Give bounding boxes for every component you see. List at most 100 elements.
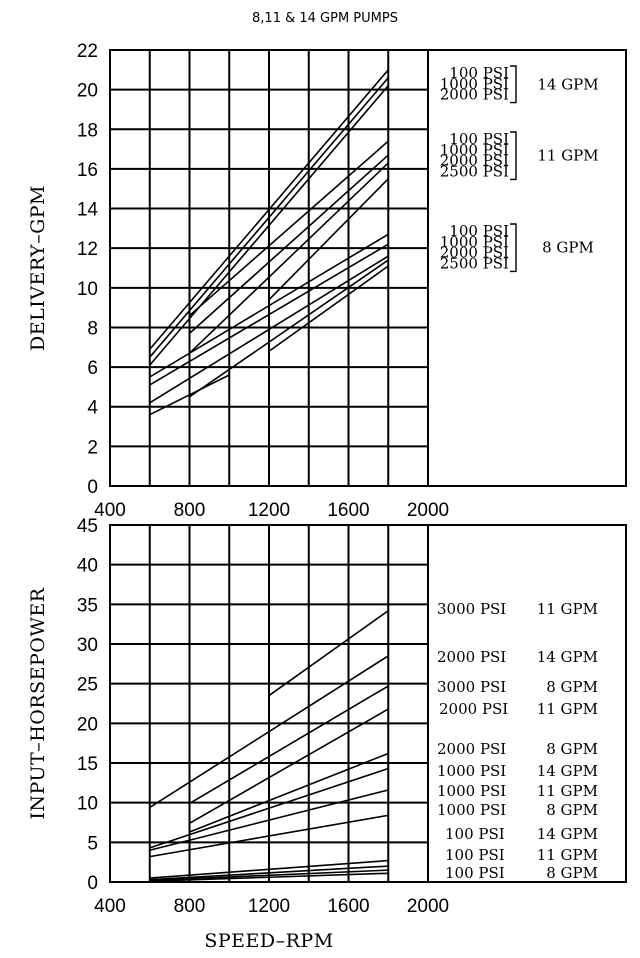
- y-tick-label: 45: [77, 516, 98, 537]
- y-tick-label: 35: [77, 595, 98, 616]
- legend-pump-label: 11 GPM: [537, 600, 598, 618]
- legend-psi-label: 100 PSI: [449, 130, 509, 148]
- x-axis-label: SPEED–RPM: [204, 930, 333, 952]
- legend-pump-label: 11 GPM: [537, 846, 598, 864]
- y-axis-label: INPUT–HORSEPOWER: [27, 587, 49, 819]
- chart-frame: [109, 524, 627, 883]
- legend-psi-label: 2500 PSI: [440, 254, 509, 272]
- legend-bracket: [510, 131, 517, 181]
- delivery-gpm-chart: 400 800 1200 1600 2000 0 2 4 6 8 10 12 14 16 18 20 22 DEL…: [27, 41, 627, 521]
- y-tick-label: 20: [77, 714, 98, 735]
- legend-psi-label: 2000 PSI: [440, 244, 509, 262]
- series-line: [149, 233, 389, 378]
- legend-psi-label: 1000 PSI: [437, 801, 506, 819]
- legend-pump-label: 8 GPM: [546, 678, 598, 696]
- series-line: [188, 154, 389, 334]
- legend-psi-label: 2000 PSI: [440, 152, 509, 170]
- legend-bracket: [510, 65, 517, 104]
- x-tick-label: 800: [174, 500, 206, 521]
- legend-pump-label: 14 GPM: [537, 825, 598, 843]
- series-line: [149, 859, 389, 879]
- legend-psi-label: 100 PSI: [445, 846, 505, 864]
- y-tick-label: 14: [77, 200, 99, 221]
- series-line: [149, 243, 389, 386]
- series-line: [149, 77, 389, 358]
- legend-psi-label: 1000 PSI: [440, 233, 509, 251]
- series-line: [149, 85, 389, 366]
- x-tick-label: 400: [94, 500, 126, 521]
- x-tick-label: 1200: [248, 896, 290, 917]
- chart-frame: [109, 49, 627, 487]
- legend-psi-label: 1000 PSI: [440, 141, 509, 159]
- series-line: [149, 869, 389, 882]
- y-tick-label: 8: [87, 318, 98, 339]
- series-line: [188, 140, 389, 317]
- legend-psi-label: 100 PSI: [449, 64, 509, 82]
- legend-pump-label: 14 GPM: [537, 75, 598, 93]
- legend-psi-label: 2000 PSI: [439, 700, 508, 718]
- x-tick-label: 800: [174, 896, 206, 917]
- series-line: [149, 255, 389, 404]
- x-tick-label: 1600: [327, 500, 369, 521]
- legend-psi-label: 100 PSI: [449, 222, 509, 240]
- series-line: [149, 872, 389, 883]
- y-tick-label: 2: [87, 437, 98, 458]
- legend-pump-label: 11 GPM: [537, 782, 598, 800]
- y-tick-label: 30: [77, 635, 98, 656]
- series-line: [149, 374, 230, 416]
- series-line: [149, 865, 389, 881]
- legend-psi-label: 3000 PSI: [437, 678, 506, 696]
- series-line: [189, 708, 389, 824]
- legend-psi-label: 3000 PSI: [437, 600, 506, 618]
- y-tick-label: 0: [87, 873, 98, 894]
- legend-psi-label: 1000 PSI: [440, 75, 509, 93]
- legend-psi-label: 1000 PSI: [437, 762, 506, 780]
- y-tick-label: 20: [77, 81, 98, 102]
- y-tick-label: 22: [77, 41, 98, 62]
- series-line: [149, 789, 389, 852]
- legend-pump-label: 14 GPM: [537, 762, 598, 780]
- series-line: [189, 685, 389, 805]
- legend-psi-label: 2000 PSI: [437, 740, 506, 758]
- legend-psi-label: 100 PSI: [445, 864, 505, 882]
- series-line: [149, 69, 389, 350]
- legend-pump-label: 8 GPM: [542, 239, 594, 257]
- input-horsepower-chart: 400 800 1200 1600 2000 0 5 10 15 20 25 30 35 40 45 INPU…: [27, 516, 627, 952]
- y-tick-label: 16: [77, 160, 98, 181]
- legend-pump-label: 8 GPM: [546, 740, 598, 758]
- series-line: [268, 610, 389, 697]
- series-line: [149, 655, 389, 809]
- legend-psi-label: 1000 PSI: [437, 782, 506, 800]
- y-tick-label: 5: [87, 833, 98, 854]
- series-line: [149, 767, 389, 849]
- legend-psi-label: 2500 PSI: [440, 162, 509, 180]
- legend-pump-label: 11 GPM: [537, 147, 598, 165]
- series-line: [268, 178, 389, 301]
- series-line: [268, 265, 389, 352]
- y-tick-label: 18: [77, 120, 98, 141]
- chart-title: 8,11 & 14 GPM PUMPS: [252, 11, 398, 26]
- x-tick-label: 1200: [248, 500, 290, 521]
- x-tick-label: 400: [94, 896, 126, 917]
- y-axis-label: DELIVERY–GPM: [27, 185, 49, 351]
- y-tick-label: 0: [87, 477, 98, 498]
- series-line: [189, 752, 389, 833]
- series-line: [188, 162, 389, 354]
- legend-pump-label: 8 GPM: [546, 801, 598, 819]
- y-tick-label: 10: [77, 794, 98, 815]
- legend-bracket: [510, 223, 517, 273]
- y-tick-label: 25: [77, 675, 98, 696]
- y-tick-label: 12: [77, 239, 98, 260]
- y-tick-label: 4: [87, 398, 98, 419]
- legend-psi-label: 100 PSI: [445, 825, 505, 843]
- legend-pump-label: 11 GPM: [537, 700, 598, 718]
- y-tick-label: 15: [77, 754, 98, 775]
- series-line: [149, 814, 389, 858]
- x-tick-label: 2000: [407, 500, 449, 521]
- series-line: [189, 259, 389, 398]
- y-tick-label: 6: [87, 358, 98, 379]
- y-tick-label: 10: [77, 279, 98, 300]
- legend-pump-label: 14 GPM: [537, 648, 598, 666]
- legend-psi-label: 2000 PSI: [440, 86, 509, 104]
